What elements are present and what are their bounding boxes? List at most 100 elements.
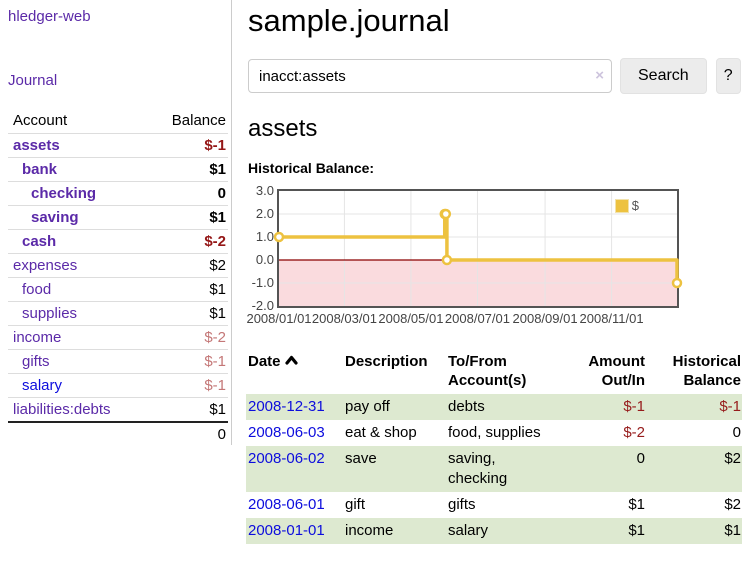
account-balance: 0 bbox=[146, 181, 228, 206]
account-link-bank[interactable]: bank bbox=[22, 161, 58, 178]
transaction-amount: 0 bbox=[636, 450, 645, 467]
table-row: 2008-12-31 pay off debts $-1 $-1 bbox=[246, 394, 742, 420]
page-title: sample.journal bbox=[248, 3, 450, 38]
x-axis-tick-label: 2008/09/01 bbox=[512, 311, 578, 326]
transaction-date-link[interactable]: 2008-12-31 bbox=[248, 398, 325, 415]
account-balance: $1 bbox=[146, 277, 228, 302]
balance-column-header-register: Historical Balance bbox=[672, 353, 741, 389]
account-link-food[interactable]: food bbox=[22, 281, 52, 298]
balance-column-header: Balance bbox=[171, 112, 226, 129]
account-heading: assets bbox=[248, 115, 318, 142]
transaction-accounts: saving, checking bbox=[448, 450, 508, 487]
account-row: supplies $1 bbox=[8, 301, 228, 326]
historical-balance-chart: $ 3.0 2.0 1.0 0.0 -1.0 -2.0 2008/01/01 2008/03/… bbox=[246, 183, 683, 326]
account-row: checking 0 bbox=[8, 181, 228, 206]
transaction-date-link[interactable]: 2008-01-01 bbox=[248, 522, 325, 539]
transaction-date-link[interactable]: 2008-06-02 bbox=[248, 450, 325, 467]
account-row: assets $-1 bbox=[8, 133, 228, 158]
transaction-amount: $-2 bbox=[623, 424, 645, 441]
transaction-description: eat & shop bbox=[345, 424, 417, 441]
account-balance: $-1 bbox=[146, 373, 228, 398]
x-axis-tick-label: 2008/03/01 bbox=[311, 311, 377, 326]
balances-total-row: 0 bbox=[8, 421, 228, 446]
account-link-checking[interactable]: checking bbox=[31, 185, 97, 202]
transaction-description: income bbox=[345, 522, 394, 539]
search-form: × Search ? bbox=[248, 58, 742, 94]
account-link-gifts[interactable]: gifts bbox=[22, 353, 50, 370]
transaction-date-link[interactable]: 2008-06-03 bbox=[248, 424, 325, 441]
transaction-date-link[interactable]: 2008-06-01 bbox=[248, 496, 325, 513]
register-header-row: Date Description To/From Account(s) Amou… bbox=[246, 350, 742, 394]
transaction-amount: $-1 bbox=[623, 398, 645, 415]
account-row: expenses $2 bbox=[8, 253, 228, 278]
account-link-income[interactable]: income bbox=[13, 329, 62, 346]
account-row: bank $1 bbox=[8, 157, 228, 182]
sidebar: hledger-web Journal Account Balance asse… bbox=[0, 0, 232, 446]
balances-total-value: 0 bbox=[146, 421, 228, 446]
account-row: cash $-2 bbox=[8, 229, 228, 254]
account-row: salary $-1 bbox=[8, 373, 228, 398]
app-title-link[interactable]: hledger-web bbox=[8, 8, 91, 25]
transaction-balance: $2 bbox=[724, 450, 741, 467]
transaction-balance: $2 bbox=[724, 496, 741, 513]
transaction-balance: 0 bbox=[732, 424, 741, 441]
transaction-accounts: gifts bbox=[448, 496, 476, 513]
account-table-header-row: Account Balance bbox=[8, 108, 228, 134]
account-balance: $1 bbox=[146, 205, 228, 230]
y-axis-tick-label: 0.0 bbox=[255, 252, 274, 267]
account-balance: $1 bbox=[146, 157, 228, 182]
register-table: Date Description To/From Account(s) Amou… bbox=[246, 350, 742, 544]
table-row: 2008-06-03 eat & shop food, supplies $-2 0 bbox=[246, 420, 742, 446]
y-axis-tick-label: 1.0 bbox=[255, 229, 274, 244]
account-balance: $-1 bbox=[146, 349, 228, 374]
table-row: 2008-06-02 save saving, checking 0 $2 bbox=[246, 446, 742, 492]
account-row: food $1 bbox=[8, 277, 228, 302]
help-button[interactable]: ? bbox=[715, 58, 741, 94]
account-link-liabilities-debts[interactable]: liabilities:debts bbox=[13, 401, 111, 418]
transaction-balance: $1 bbox=[724, 522, 741, 539]
account-balance: $1 bbox=[146, 397, 228, 422]
account-row: saving $1 bbox=[8, 205, 228, 230]
date-column-header[interactable]: Date bbox=[246, 350, 343, 394]
transaction-accounts: debts bbox=[448, 398, 485, 415]
account-link-supplies[interactable]: supplies bbox=[22, 305, 78, 322]
main-content: sample.journal × Search ? assets Histori… bbox=[246, 0, 742, 544]
account-link-expenses[interactable]: expenses bbox=[13, 257, 78, 274]
account-link-saving[interactable]: saving bbox=[31, 209, 79, 226]
transaction-amount: $1 bbox=[628, 496, 645, 513]
sidebar-item-journal[interactable]: Journal bbox=[8, 72, 58, 89]
accounts-column-header: To/From Account(s) bbox=[448, 353, 527, 389]
x-axis-tick-label: 2008/05/01 bbox=[378, 311, 444, 326]
transaction-balance: $-1 bbox=[719, 398, 741, 415]
x-axis-tick-label: 2008/11/01 bbox=[579, 311, 644, 326]
account-link-salary[interactable]: salary bbox=[22, 377, 63, 394]
sort-ascending-icon bbox=[284, 352, 298, 371]
legend-series-label: $ bbox=[631, 198, 639, 213]
transaction-description: pay off bbox=[345, 398, 390, 415]
account-row: income $-2 bbox=[8, 325, 228, 350]
description-column-header: Description bbox=[345, 353, 428, 370]
chart-legend: $ bbox=[614, 198, 639, 213]
x-axis-tick-label: 2008/01/01 bbox=[246, 311, 312, 326]
y-axis-tick-label: 3.0 bbox=[255, 183, 274, 198]
account-row: gifts $-1 bbox=[8, 349, 228, 374]
account-link-cash[interactable]: cash bbox=[22, 233, 57, 250]
account-balance: $1 bbox=[146, 301, 228, 326]
table-row: 2008-01-01 income salary $1 $1 bbox=[246, 518, 742, 544]
account-link-assets[interactable]: assets bbox=[13, 137, 60, 154]
y-axis-tick-label: -1.0 bbox=[251, 275, 274, 290]
account-balances-table: Account Balance assets $-1 bank $1 checking 0… bbox=[8, 108, 228, 446]
search-button[interactable]: Search bbox=[620, 58, 707, 94]
amount-column-header: Amount Out/In bbox=[588, 353, 645, 389]
transaction-accounts: salary bbox=[448, 522, 489, 539]
account-column-header: Account bbox=[13, 112, 68, 129]
y-axis-tick-label: 2.0 bbox=[255, 206, 274, 221]
account-balance: $-2 bbox=[146, 229, 228, 254]
chart-canvas bbox=[273, 191, 683, 306]
y-axis-tick-label: -2.0 bbox=[251, 298, 274, 313]
clear-search-icon[interactable]: × bbox=[595, 67, 604, 84]
account-row: liabilities:debts $1 bbox=[8, 397, 228, 422]
search-input[interactable] bbox=[248, 59, 612, 93]
legend-swatch-icon bbox=[614, 198, 629, 213]
table-row: 2008-06-01 gift gifts $1 $2 bbox=[246, 492, 742, 518]
